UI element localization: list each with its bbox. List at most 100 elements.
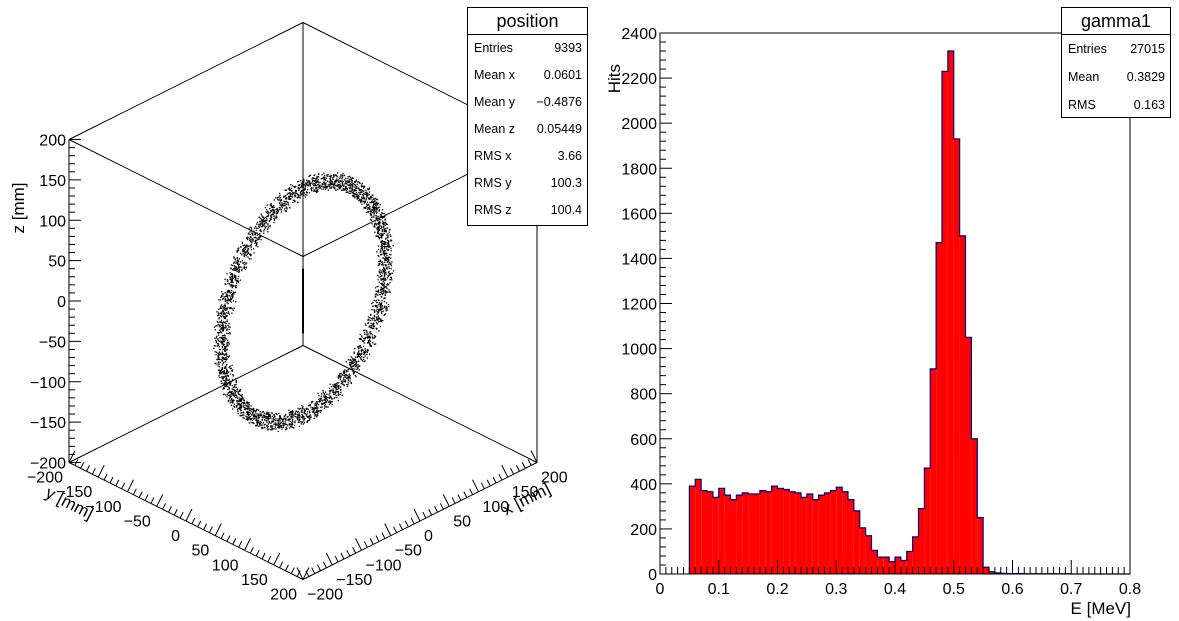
scatter-point bbox=[227, 374, 229, 377]
scatter-point bbox=[362, 345, 365, 348]
scatter-point bbox=[227, 371, 230, 374]
scatter-point bbox=[222, 340, 224, 342]
scatter-point bbox=[255, 424, 257, 427]
scatter-point bbox=[221, 324, 223, 327]
scatter-point bbox=[373, 201, 375, 203]
scatter-point bbox=[252, 422, 254, 424]
scatter-point bbox=[254, 241, 256, 243]
scatter-point bbox=[342, 175, 344, 177]
scatter-point bbox=[376, 323, 379, 325]
scatter-point bbox=[349, 361, 351, 364]
scatter-point bbox=[386, 234, 388, 236]
scatter-point bbox=[374, 294, 376, 296]
scatter-point bbox=[375, 327, 377, 329]
scatter-point bbox=[353, 194, 355, 197]
scatter-point bbox=[387, 235, 389, 238]
scatter-point bbox=[286, 419, 288, 421]
scatter-point bbox=[273, 423, 275, 425]
scatter-point bbox=[363, 339, 366, 341]
scatter-point bbox=[381, 249, 383, 251]
scatter-point bbox=[259, 220, 261, 223]
scatter-point bbox=[359, 193, 361, 196]
stats-title: gamma1 bbox=[1062, 8, 1170, 35]
scatter-point bbox=[378, 255, 380, 257]
x-tick-label: 200 bbox=[541, 470, 568, 487]
scatter-point bbox=[224, 380, 226, 382]
scatter-point bbox=[323, 395, 325, 397]
scatter-point bbox=[220, 321, 223, 324]
scatter-point bbox=[375, 215, 377, 217]
scatter-point bbox=[378, 217, 380, 220]
scatter-point bbox=[269, 208, 271, 210]
scatter-point bbox=[366, 333, 368, 336]
scatter-point bbox=[220, 313, 222, 315]
scatter-point bbox=[380, 279, 382, 281]
y-tick-label: 2000 bbox=[621, 116, 657, 133]
scatter-point bbox=[345, 190, 348, 192]
scatter-point bbox=[359, 353, 362, 355]
scatter-point bbox=[348, 192, 350, 195]
scatter-point bbox=[376, 208, 378, 210]
scatter-point bbox=[223, 337, 225, 339]
scatter-point bbox=[383, 243, 385, 246]
scatter-point bbox=[271, 412, 273, 415]
scatter-point bbox=[222, 325, 224, 327]
scatter-point bbox=[278, 415, 281, 417]
scatter-point bbox=[360, 353, 362, 356]
scatter-point bbox=[363, 202, 365, 204]
scatter-point bbox=[367, 341, 369, 344]
scatter-point bbox=[349, 185, 351, 187]
scatter-point bbox=[318, 401, 321, 403]
y-tick-mark bbox=[285, 564, 289, 571]
scatter-point bbox=[304, 417, 306, 420]
scatter-point bbox=[328, 183, 331, 185]
scatter-point bbox=[259, 235, 261, 237]
scatter-point bbox=[216, 351, 218, 354]
scatter-point bbox=[329, 396, 331, 399]
scatter-point bbox=[355, 191, 358, 194]
scatter-point bbox=[353, 183, 356, 186]
scatter-point bbox=[354, 374, 356, 377]
scatter-point bbox=[340, 174, 342, 176]
scatter-point bbox=[373, 337, 375, 339]
scatter-point bbox=[253, 409, 255, 412]
scatter-point bbox=[247, 408, 249, 410]
scatter-point bbox=[387, 303, 390, 306]
scatter-point bbox=[226, 344, 228, 346]
scatter-point bbox=[300, 192, 302, 194]
scatter-point bbox=[277, 210, 279, 212]
scatter-point bbox=[224, 382, 226, 384]
scatter-point bbox=[355, 363, 357, 365]
scatter-point bbox=[325, 400, 327, 403]
scatter-point bbox=[243, 399, 245, 401]
histogram-bar bbox=[806, 493, 813, 574]
scatter-point bbox=[337, 375, 340, 377]
scatter-point bbox=[358, 191, 360, 194]
scatter-point bbox=[275, 412, 277, 415]
scatter-point bbox=[247, 404, 249, 407]
scatter-point bbox=[357, 367, 359, 370]
scatter-point bbox=[322, 185, 324, 188]
scatter-point bbox=[337, 391, 339, 393]
scatter-point bbox=[259, 422, 261, 425]
scatter-point bbox=[254, 234, 256, 236]
scatter-point bbox=[355, 362, 358, 364]
scatter-point bbox=[363, 206, 366, 209]
scatter-point bbox=[291, 412, 294, 414]
scatter-point bbox=[372, 206, 374, 209]
scatter-point bbox=[280, 417, 282, 419]
scatter-point bbox=[375, 223, 378, 225]
scatter-point bbox=[351, 361, 353, 364]
scatter-point bbox=[347, 370, 349, 372]
scatter-point bbox=[270, 215, 272, 217]
scatter-point bbox=[329, 390, 331, 393]
scatter-point bbox=[385, 259, 387, 261]
scatter-point bbox=[381, 282, 384, 285]
scatter-point bbox=[231, 393, 234, 395]
scatter-point bbox=[314, 415, 316, 417]
scatter-point bbox=[234, 267, 236, 269]
scatter-point bbox=[379, 224, 381, 226]
scatter-point bbox=[329, 186, 331, 188]
scatter-point bbox=[367, 188, 370, 190]
